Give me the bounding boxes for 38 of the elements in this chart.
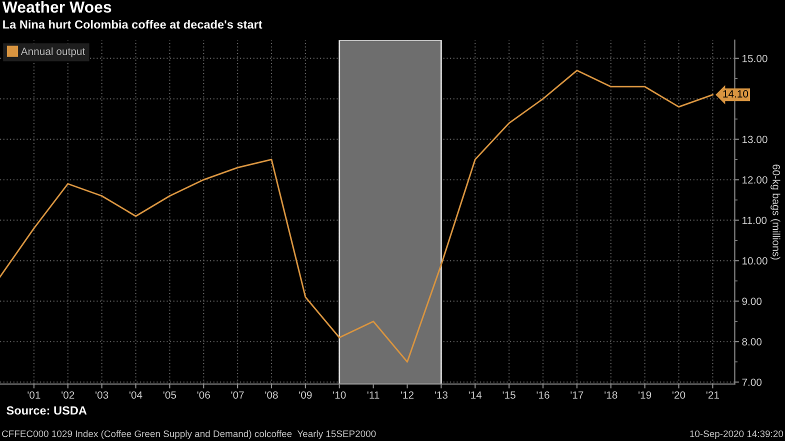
x-tick-label: '18 bbox=[604, 391, 618, 399]
y-axis-title: 60-kg bags (millions) bbox=[770, 164, 780, 260]
x-tick-label: '16 bbox=[536, 391, 550, 399]
x-tick-label: '15 bbox=[502, 391, 516, 399]
x-tick-label: '01 bbox=[28, 391, 40, 399]
x-tick-label: '12 bbox=[401, 391, 414, 399]
x-tick-label: '07 bbox=[231, 391, 244, 399]
x-tick-label: '17 bbox=[570, 391, 584, 399]
y-tick-label: 15.00 bbox=[742, 54, 768, 62]
y-tick-label: 8.00 bbox=[742, 338, 762, 346]
x-tick-label: '20 bbox=[672, 391, 686, 399]
x-tick-label: '02 bbox=[62, 391, 74, 399]
x-tick-label: '03 bbox=[96, 391, 108, 399]
y-tick-label: 9.00 bbox=[742, 298, 762, 306]
x-tick-label: '11 bbox=[367, 391, 380, 399]
legend-label: Annual output bbox=[20, 47, 86, 58]
text: CFFEC000 1029 Index (Coffee Green Supply and Demand) colcoffee Yearly 15SEP2000 bbox=[2, 430, 376, 439]
x-tick-label: '08 bbox=[265, 391, 278, 399]
chart-title: Weather Woes bbox=[2, 1, 112, 13]
y-tick-label: 7.00 bbox=[742, 378, 762, 386]
x-tick-label: '05 bbox=[163, 391, 176, 399]
text: 10-Sep-2020 14:39:20 bbox=[690, 430, 784, 439]
data-label: 14.10 bbox=[723, 90, 748, 98]
y-tick-label: 10.00 bbox=[742, 257, 768, 265]
x-tick-label: '04 bbox=[129, 391, 142, 399]
y-tick-label: 11.00 bbox=[742, 216, 767, 224]
y-tick-label: 12.00 bbox=[742, 176, 768, 184]
chart-subtitle: La Nina hurt Colombia coffee at decade's start bbox=[3, 20, 262, 29]
y-tick-label: 13.00 bbox=[742, 136, 768, 144]
x-tick-label: '19 bbox=[638, 391, 652, 399]
line-series bbox=[0, 70, 714, 363]
source-note: Source: USDA bbox=[6, 406, 87, 415]
x-tick-label: '06 bbox=[197, 391, 210, 399]
x-tick-label: '13 bbox=[434, 391, 448, 399]
x-tick-label: '10 bbox=[333, 391, 346, 399]
x-tick-label: '09 bbox=[299, 391, 312, 399]
x-tick-label: '21 bbox=[706, 391, 719, 399]
x-tick-label: '14 bbox=[468, 391, 482, 399]
